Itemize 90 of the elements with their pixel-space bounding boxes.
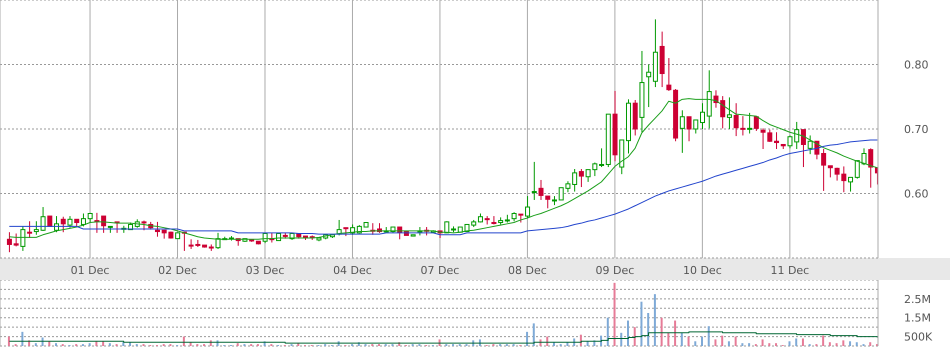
bar bbox=[869, 342, 872, 346]
candlestick bbox=[680, 110, 685, 154]
candlestick bbox=[666, 58, 672, 92]
candlestick bbox=[828, 165, 833, 178]
candlestick bbox=[27, 220, 32, 239]
bar bbox=[88, 343, 91, 346]
bar bbox=[526, 332, 528, 346]
candlestick bbox=[586, 169, 591, 182]
candlestick bbox=[760, 128, 766, 150]
bar bbox=[614, 282, 616, 346]
bar bbox=[660, 318, 663, 346]
candlestick bbox=[747, 112, 752, 134]
bar bbox=[741, 343, 744, 346]
bar bbox=[701, 336, 704, 346]
y-tick-label: 0.70 bbox=[904, 122, 928, 136]
bar bbox=[626, 320, 629, 346]
bar bbox=[768, 343, 770, 346]
candlestick bbox=[841, 166, 846, 193]
bar bbox=[802, 338, 804, 346]
x-tick-label: 02 Dec bbox=[158, 264, 197, 277]
bar bbox=[822, 336, 824, 346]
bar bbox=[849, 341, 852, 346]
candlestick bbox=[646, 64, 652, 108]
bar bbox=[828, 342, 831, 346]
candlestick bbox=[734, 102, 739, 137]
x-tick-label: 08 Dec bbox=[508, 264, 547, 277]
candlestick bbox=[808, 134, 813, 155]
candlestick bbox=[188, 238, 194, 250]
line-series bbox=[8, 139, 878, 236]
candlestick bbox=[686, 116, 692, 142]
bar bbox=[122, 342, 124, 346]
candlestick bbox=[142, 220, 146, 231]
bar bbox=[606, 318, 609, 346]
bar bbox=[688, 336, 690, 346]
x-tick-label: 11 Dec bbox=[770, 264, 810, 277]
candlestick bbox=[868, 148, 874, 188]
y-tick-label: 0.60 bbox=[904, 187, 928, 200]
bar bbox=[795, 338, 798, 346]
bar bbox=[721, 336, 724, 346]
x-tick-label: 10 Dec bbox=[682, 264, 722, 277]
bar bbox=[55, 343, 58, 346]
bar bbox=[8, 336, 10, 346]
x-tick-label: 03 Dec bbox=[246, 264, 284, 277]
x-tick-label: 07 Dec bbox=[420, 264, 460, 277]
candlestick bbox=[848, 176, 854, 192]
bar bbox=[532, 323, 535, 346]
y-tick-label: 500K bbox=[904, 330, 933, 344]
bar bbox=[708, 326, 710, 346]
bar bbox=[728, 341, 730, 346]
bar bbox=[714, 339, 716, 346]
candlestick bbox=[578, 168, 584, 188]
candlestick bbox=[525, 196, 530, 219]
bar bbox=[620, 332, 622, 346]
bar bbox=[856, 342, 858, 346]
bar bbox=[748, 343, 750, 346]
candlestick bbox=[834, 167, 840, 182]
bar bbox=[34, 343, 37, 346]
candlestick bbox=[800, 129, 806, 168]
candlestick bbox=[60, 216, 66, 233]
y-tick-label: 1.5M bbox=[904, 312, 931, 325]
bar bbox=[236, 343, 239, 346]
x-tick-label: 01 Dec bbox=[70, 264, 110, 277]
bar bbox=[734, 336, 737, 346]
bar bbox=[788, 341, 790, 346]
candlestick bbox=[726, 96, 732, 130]
bar bbox=[580, 334, 582, 346]
bar bbox=[775, 343, 778, 346]
bar bbox=[836, 343, 838, 346]
bar bbox=[674, 320, 676, 346]
bar bbox=[647, 313, 650, 346]
y-tick-label: 2.5M bbox=[904, 292, 931, 306]
bar bbox=[680, 332, 683, 346]
x-tick-label: 04 Dec bbox=[333, 264, 372, 277]
y-tick-label: 0.80 bbox=[904, 58, 928, 72]
bar bbox=[108, 343, 111, 346]
bar bbox=[694, 341, 696, 346]
candlestick bbox=[754, 116, 759, 132]
bar bbox=[634, 327, 636, 346]
candlestick bbox=[67, 216, 72, 228]
bar bbox=[842, 340, 844, 346]
candlestick bbox=[740, 116, 746, 136]
bar bbox=[667, 332, 670, 346]
candlestick bbox=[532, 161, 537, 200]
bar bbox=[21, 332, 24, 346]
bar bbox=[762, 339, 764, 346]
bar bbox=[654, 294, 656, 346]
candlestick bbox=[512, 212, 517, 222]
candlestick bbox=[20, 226, 26, 252]
bar bbox=[640, 302, 642, 346]
x-tick-label: 09 Dec bbox=[596, 264, 634, 277]
